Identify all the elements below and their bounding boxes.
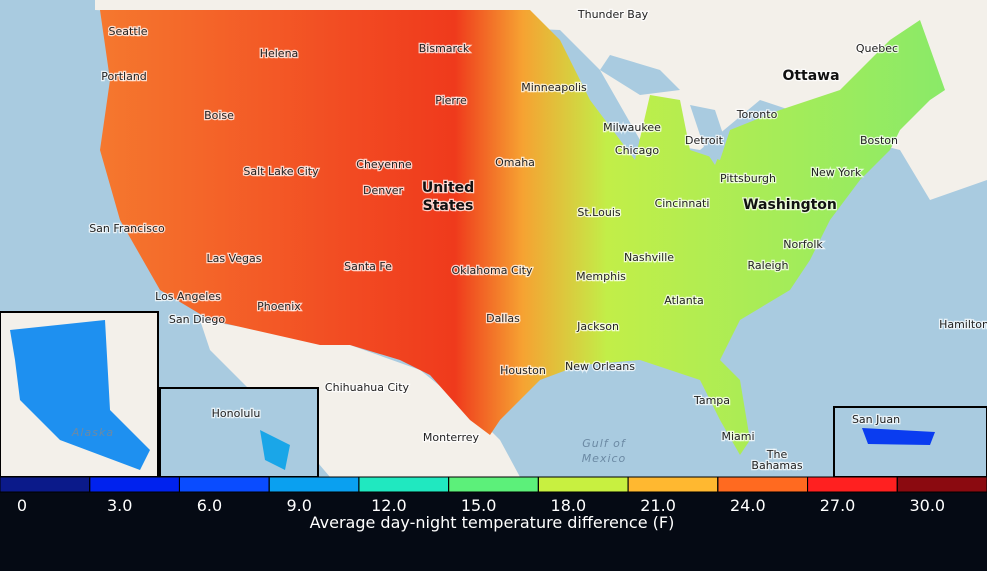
place-label: Atlanta: [664, 294, 703, 307]
place-label: States: [423, 198, 474, 214]
place-label: Dallas: [486, 312, 520, 325]
place-label: Denver: [363, 184, 403, 197]
place-label: Chihuahua City: [325, 381, 410, 394]
legend-tick-label: 24.0: [730, 496, 766, 515]
legend-swatch: [89, 476, 180, 493]
place-label: Norfolk: [783, 238, 823, 251]
place-label: Bahamas: [751, 459, 802, 472]
legend-tick-label: 30.0: [909, 496, 945, 515]
hawaii-inset: [159, 387, 319, 478]
legend-swatch: [627, 476, 719, 493]
place-label: Milwaukee: [603, 121, 661, 134]
place-label: Tampa: [693, 394, 730, 407]
place-label: Bismarck: [419, 42, 470, 55]
lake: [690, 105, 725, 165]
place-label: Raleigh: [748, 259, 789, 272]
legend: Average day-night temperature difference…: [0, 476, 987, 532]
place-label: Gulf of: [582, 437, 627, 450]
place-label: Santa Fe: [344, 260, 392, 273]
place-label: San Francisco: [89, 222, 165, 235]
heatmap-hawaii: [260, 430, 290, 470]
place-label: Minneapolis: [521, 81, 587, 94]
place-label: Houston: [500, 364, 546, 377]
place-label: Oklahoma City: [451, 264, 533, 277]
legend-swatch: [358, 476, 450, 493]
place-label: United: [422, 180, 474, 196]
place-label: Ottawa: [782, 68, 839, 84]
legend-swatch: [178, 476, 270, 493]
place-label: Salt Lake City: [243, 165, 319, 178]
legend-swatch: [448, 476, 539, 493]
legend-tick-label: 12.0: [371, 496, 407, 515]
place-label: New Orleans: [565, 360, 635, 373]
place-label: Portland: [101, 70, 147, 83]
legend-swatch: [268, 476, 360, 493]
place-label: Helena: [260, 47, 299, 60]
place-label: New York: [811, 166, 862, 179]
place-label: St.Louis: [577, 206, 620, 219]
place-label: San Juan: [852, 413, 900, 426]
legend-tick-label: 21.0: [640, 496, 676, 515]
place-label: Monterrey: [423, 431, 480, 444]
place-label: Memphis: [576, 270, 626, 283]
legend-swatch: [0, 476, 91, 493]
place-label: San Diego: [169, 313, 225, 326]
place-label: Pittsburgh: [720, 172, 776, 185]
place-label: Omaha: [495, 156, 535, 169]
place-label: Mexico: [582, 452, 627, 465]
place-label: Phoenix: [257, 300, 301, 313]
legend-tick-label: 18.0: [551, 496, 587, 515]
place-label: Boise: [204, 109, 234, 122]
place-label: Toronto: [736, 108, 778, 121]
legend-tick-label: 9.0: [286, 496, 311, 515]
place-label: Detroit: [685, 134, 724, 147]
place-label: Cincinnati: [655, 197, 710, 210]
legend-tick-label: 3.0: [107, 496, 132, 515]
place-label: Washington: [743, 197, 837, 213]
place-label: Hamilton: [939, 318, 987, 331]
place-label: Seattle: [109, 25, 148, 38]
legend-swatch: [807, 476, 898, 493]
place-label: Thunder Bay: [577, 8, 649, 21]
place-label: Los Angeles: [155, 290, 221, 303]
place-label: Pierre: [435, 94, 467, 107]
heatmap-pr: [862, 428, 935, 445]
place-label: Jackson: [576, 320, 619, 333]
place-label: The: [766, 448, 788, 461]
legend-swatch: [717, 476, 809, 493]
legend-swatch: [896, 476, 987, 493]
heatmap-conus: [100, 10, 945, 455]
lake: [600, 55, 680, 95]
place-label: Cheyenne: [356, 158, 412, 171]
place-label: Miami: [721, 430, 754, 443]
place-label: Alaska: [71, 426, 114, 439]
canada: [95, 0, 987, 200]
place-label: Chicago: [615, 144, 659, 157]
place-label: Nashville: [624, 251, 674, 264]
legend-tick-label: 15.0: [461, 496, 497, 515]
place-label: Boston: [860, 134, 898, 147]
mexico: [200, 320, 520, 477]
heatmap-alaska: [10, 320, 150, 470]
place-labels: Thunder Bay Seattle Quebec Helena Bismarck Ot…: [71, 7, 987, 474]
legend-tick-label: 6.0: [197, 496, 222, 515]
place-label: Honolulu: [212, 407, 261, 420]
legend-tick-label: 27.0: [820, 496, 856, 515]
place-label: Quebec: [856, 42, 898, 55]
legend-swatch: [537, 476, 629, 493]
legend-title: Average day-night temperature difference…: [310, 513, 675, 532]
place-label: Las Vegas: [207, 252, 262, 265]
legend-tick-label: 0: [17, 496, 27, 515]
